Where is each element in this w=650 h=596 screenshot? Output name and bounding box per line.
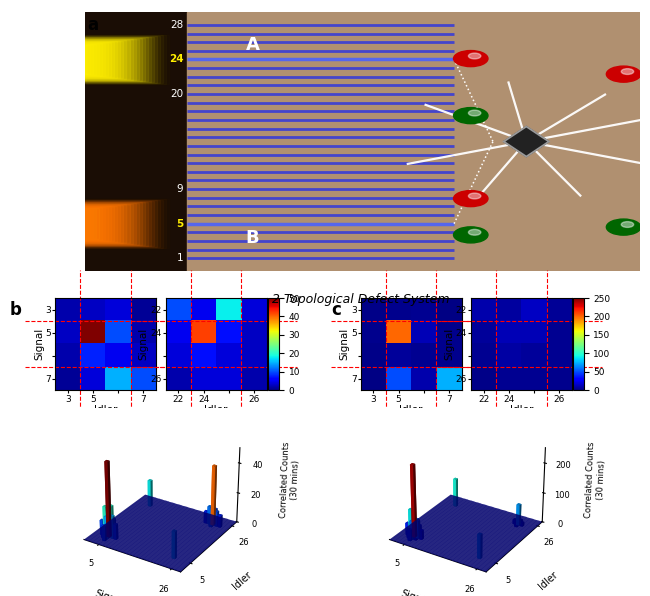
- Y-axis label: Signal: Signal: [34, 328, 44, 361]
- X-axis label: Idler: Idler: [510, 405, 533, 415]
- Bar: [84, 204, 133, 244]
- Bar: [84, 36, 154, 82]
- Bar: [84, 199, 166, 248]
- Bar: [84, 41, 124, 79]
- Text: 24: 24: [169, 54, 183, 64]
- Bar: [84, 204, 127, 243]
- Bar: [84, 45, 90, 74]
- Bar: [84, 208, 99, 240]
- Bar: [84, 201, 151, 246]
- Text: 2 Topological Defect System: 2 Topological Defect System: [272, 293, 450, 306]
- Polygon shape: [504, 126, 549, 157]
- Circle shape: [469, 110, 481, 116]
- Bar: [84, 36, 160, 83]
- Bar: [84, 201, 148, 246]
- Bar: [187, 12, 640, 271]
- Y-axis label: Idler: Idler: [537, 570, 560, 592]
- Circle shape: [621, 222, 634, 228]
- Bar: [84, 203, 142, 245]
- Text: B: B: [246, 229, 259, 247]
- Bar: [84, 207, 102, 240]
- Bar: [84, 40, 127, 79]
- Bar: [84, 37, 151, 82]
- Circle shape: [469, 229, 481, 235]
- X-axis label: Signal: Signal: [399, 588, 431, 596]
- Bar: [84, 35, 166, 84]
- Circle shape: [469, 193, 481, 199]
- Bar: [84, 41, 120, 78]
- Text: 5: 5: [176, 219, 183, 229]
- Bar: [84, 205, 120, 242]
- Bar: [84, 44, 99, 75]
- Bar: [84, 209, 90, 238]
- Bar: [84, 199, 169, 249]
- Bar: [84, 36, 157, 83]
- Text: c: c: [332, 301, 341, 319]
- Text: 20: 20: [170, 89, 183, 99]
- Bar: [84, 12, 187, 271]
- Text: 9: 9: [177, 184, 183, 194]
- Bar: [84, 200, 163, 247]
- Bar: [84, 201, 154, 247]
- Text: 28: 28: [170, 20, 183, 30]
- Bar: [84, 39, 138, 80]
- Circle shape: [606, 219, 641, 235]
- Y-axis label: Idler: Idler: [231, 570, 254, 592]
- Bar: [84, 42, 111, 77]
- Bar: [84, 45, 86, 74]
- Circle shape: [606, 66, 641, 82]
- Circle shape: [469, 53, 481, 59]
- Text: A: A: [246, 36, 259, 54]
- Circle shape: [454, 191, 488, 207]
- Bar: [84, 38, 142, 80]
- Bar: [84, 36, 163, 83]
- Bar: [84, 44, 102, 76]
- Bar: [84, 206, 111, 241]
- Text: a: a: [87, 16, 98, 34]
- Bar: [84, 203, 136, 244]
- Bar: [84, 204, 129, 243]
- Bar: [84, 200, 157, 247]
- Text: b: b: [10, 301, 21, 319]
- Bar: [84, 43, 105, 76]
- Bar: [84, 207, 108, 241]
- X-axis label: Idler: Idler: [400, 405, 422, 415]
- Y-axis label: Signal: Signal: [139, 328, 149, 361]
- Bar: [84, 42, 108, 76]
- Bar: [84, 45, 93, 74]
- Circle shape: [454, 51, 488, 67]
- Bar: [84, 207, 105, 240]
- Bar: [84, 202, 145, 246]
- Bar: [84, 42, 114, 77]
- Bar: [84, 203, 138, 244]
- Bar: [84, 209, 93, 238]
- Bar: [84, 39, 133, 79]
- Y-axis label: Signal: Signal: [445, 328, 454, 361]
- X-axis label: Idler: Idler: [94, 405, 117, 415]
- X-axis label: Signal: Signal: [94, 588, 125, 596]
- Bar: [84, 35, 169, 84]
- Bar: [84, 39, 136, 80]
- X-axis label: Idler: Idler: [205, 405, 228, 415]
- Bar: [84, 208, 96, 239]
- Bar: [84, 206, 114, 241]
- Bar: [84, 38, 148, 82]
- Bar: [84, 38, 145, 81]
- Bar: [84, 204, 124, 243]
- Bar: [84, 41, 117, 77]
- Bar: [84, 44, 96, 75]
- Bar: [84, 206, 117, 242]
- Bar: [84, 40, 129, 79]
- Bar: [84, 209, 86, 238]
- Circle shape: [621, 69, 634, 74]
- Circle shape: [454, 108, 488, 123]
- Y-axis label: Signal: Signal: [339, 328, 350, 361]
- Text: 1: 1: [177, 253, 183, 263]
- Bar: [84, 200, 160, 247]
- Circle shape: [454, 227, 488, 243]
